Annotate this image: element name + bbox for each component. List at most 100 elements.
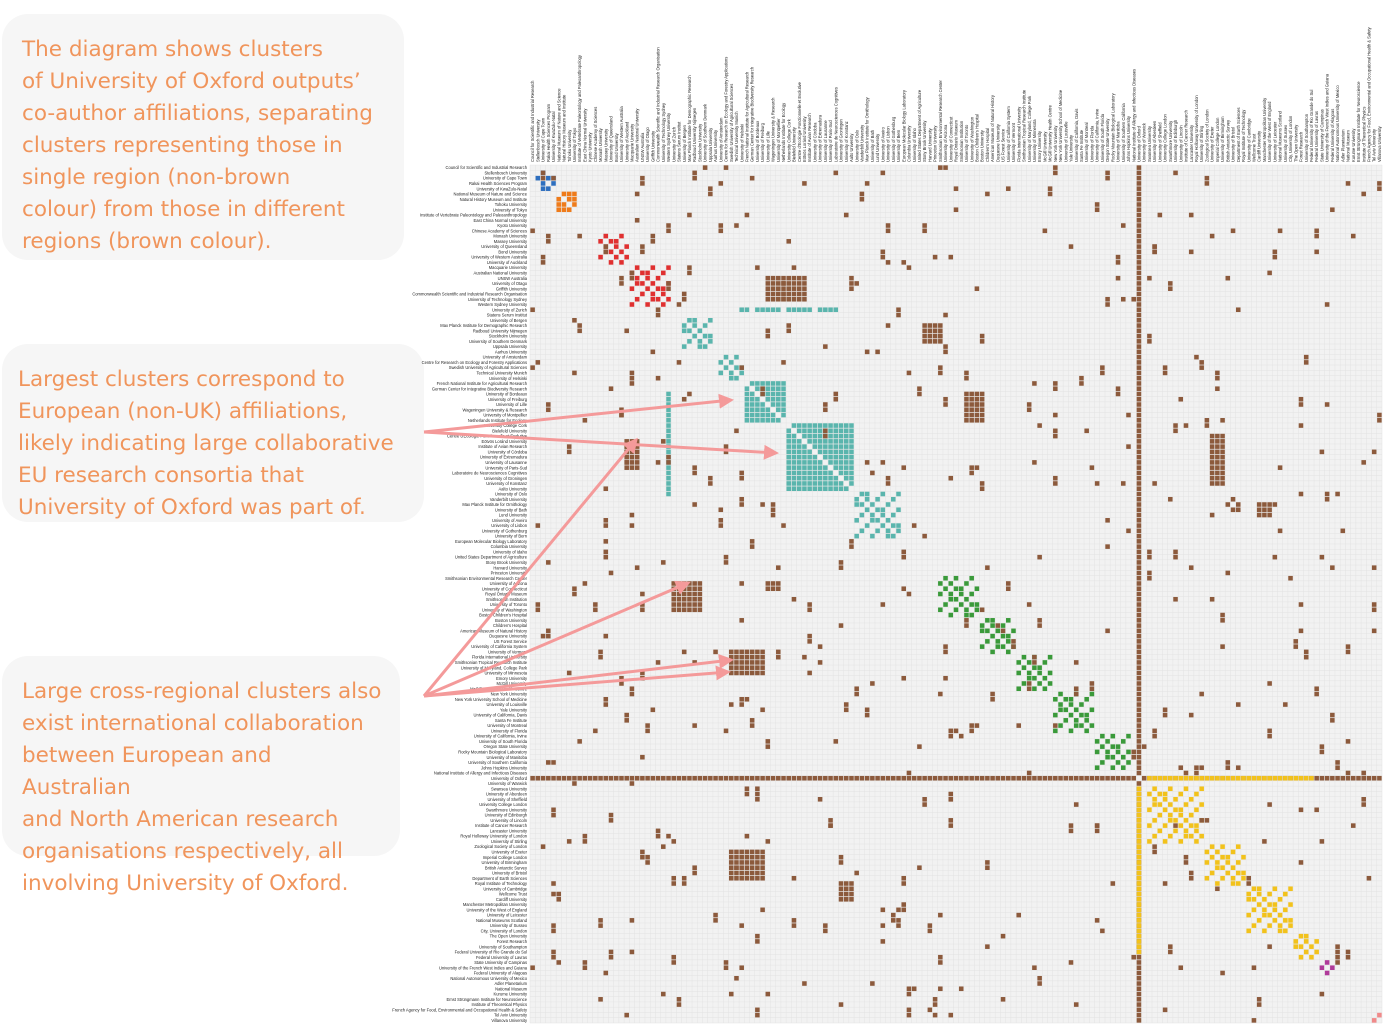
matrix-cell bbox=[1079, 712, 1084, 718]
matrix-cell bbox=[1178, 775, 1184, 781]
matrix-cell bbox=[734, 649, 739, 655]
matrix-cell bbox=[990, 623, 995, 628]
matrix-cell bbox=[995, 623, 1001, 628]
matrix-cell bbox=[681, 586, 687, 592]
matrix-cell bbox=[1283, 907, 1288, 913]
matrix-cell bbox=[843, 775, 849, 781]
row-label: National Institute of Allergy and Infect… bbox=[434, 771, 527, 776]
matrix-cell bbox=[953, 596, 959, 602]
matrix-cell bbox=[1345, 649, 1351, 655]
matrix-cell bbox=[744, 391, 750, 397]
row-label: UNSW Australia bbox=[498, 276, 528, 281]
row-label: Eötvös Loránd University bbox=[481, 439, 527, 444]
column-label: University of Lincoln bbox=[1178, 125, 1183, 162]
matrix-cell bbox=[1110, 754, 1116, 760]
matrix-cell bbox=[1162, 775, 1168, 781]
matrix-cell bbox=[1136, 286, 1142, 291]
matrix-cell bbox=[624, 712, 629, 718]
matrix-cell bbox=[1209, 449, 1215, 455]
matrix-cell bbox=[744, 865, 750, 870]
row-label: University of Edinburgh bbox=[485, 813, 528, 818]
matrix-cell bbox=[854, 691, 859, 697]
matrix-cell bbox=[823, 470, 828, 476]
matrix-cell bbox=[838, 444, 844, 449]
matrix-cell bbox=[796, 454, 802, 460]
matrix-cell bbox=[760, 412, 765, 418]
column-label: New York University School of Medicine bbox=[1058, 89, 1063, 162]
matrix-cell bbox=[582, 775, 588, 781]
matrix-cell bbox=[1100, 370, 1105, 376]
matrix-cell bbox=[739, 696, 744, 702]
matrix-cell bbox=[823, 454, 828, 460]
matrix-cell bbox=[1361, 191, 1366, 197]
matrix-cell bbox=[1136, 391, 1142, 397]
matrix-cell bbox=[906, 775, 912, 781]
matrix-cell bbox=[681, 296, 687, 302]
matrix-cell bbox=[802, 291, 807, 297]
column-label: University of Auckland bbox=[624, 121, 629, 162]
matrix-cell bbox=[681, 344, 687, 349]
matrix-cell bbox=[807, 460, 812, 465]
matrix-cell bbox=[1215, 460, 1220, 465]
matrix-cell bbox=[849, 433, 854, 439]
matrix-cell bbox=[843, 449, 849, 455]
matrix-cell bbox=[1068, 823, 1074, 828]
matrix-cell bbox=[749, 775, 755, 781]
row-label: University of Bern bbox=[495, 534, 528, 539]
matrix-cell bbox=[922, 328, 927, 334]
matrix-cell bbox=[802, 654, 807, 660]
matrix-cell bbox=[1136, 1018, 1142, 1023]
matrix-cell bbox=[823, 923, 828, 928]
matrix-cell bbox=[530, 307, 535, 313]
row-label: State University of Campinas bbox=[474, 960, 527, 965]
matrix-cell bbox=[1256, 997, 1262, 1002]
matrix-cell bbox=[1215, 849, 1220, 855]
matrix-cell bbox=[906, 265, 912, 270]
matrix-cell bbox=[640, 754, 645, 760]
matrix-cell bbox=[823, 307, 828, 313]
matrix-cell bbox=[969, 728, 974, 734]
matrix-cell bbox=[1136, 991, 1142, 997]
matrix-cell bbox=[1246, 891, 1251, 897]
matrix-cell bbox=[676, 596, 682, 602]
matrix-cell bbox=[948, 581, 954, 586]
matrix-cell bbox=[1230, 507, 1236, 513]
column-label: Harvard University bbox=[927, 127, 932, 162]
matrix-cell bbox=[1136, 402, 1142, 407]
matrix-cell bbox=[979, 418, 985, 423]
column-label: University of Bergen bbox=[682, 124, 687, 162]
matrix-cell bbox=[676, 302, 682, 307]
matrix-cell bbox=[603, 233, 609, 239]
matrix-cell bbox=[598, 654, 603, 660]
matrix-cell bbox=[1136, 802, 1142, 807]
matrix-cell bbox=[603, 696, 609, 702]
matrix-cell bbox=[1303, 649, 1309, 655]
matrix-cell bbox=[1053, 723, 1058, 728]
matrix-cell bbox=[744, 849, 750, 855]
column-label: University of Louisville bbox=[1063, 121, 1068, 162]
matrix-cell bbox=[1115, 749, 1121, 755]
matrix-cell bbox=[932, 333, 938, 339]
matrix-cell bbox=[1136, 544, 1142, 549]
matrix-cell bbox=[1136, 681, 1142, 686]
matrix-cell bbox=[676, 586, 682, 592]
matrix-cell bbox=[979, 628, 985, 634]
matrix-cell bbox=[1188, 797, 1194, 802]
matrix-cell bbox=[603, 523, 609, 528]
column-label: University of California, Irvine bbox=[1095, 108, 1100, 162]
matrix-cell bbox=[1053, 775, 1058, 781]
matrix-cell bbox=[938, 333, 943, 339]
matrix-cell bbox=[854, 870, 859, 876]
matrix-cell bbox=[739, 923, 744, 928]
matrix-cell bbox=[1115, 775, 1121, 781]
matrix-cell bbox=[1105, 739, 1110, 744]
matrix-cell bbox=[812, 460, 818, 465]
matrix-cell bbox=[666, 486, 671, 491]
column-label: University of Konstanz bbox=[844, 121, 849, 162]
matrix-cell bbox=[828, 818, 833, 823]
matrix-cell bbox=[964, 407, 969, 413]
matrix-cell bbox=[1136, 228, 1142, 234]
matrix-cell bbox=[1094, 202, 1100, 207]
matrix-cell bbox=[734, 375, 739, 381]
column-label: University of Southampton bbox=[1304, 113, 1309, 162]
